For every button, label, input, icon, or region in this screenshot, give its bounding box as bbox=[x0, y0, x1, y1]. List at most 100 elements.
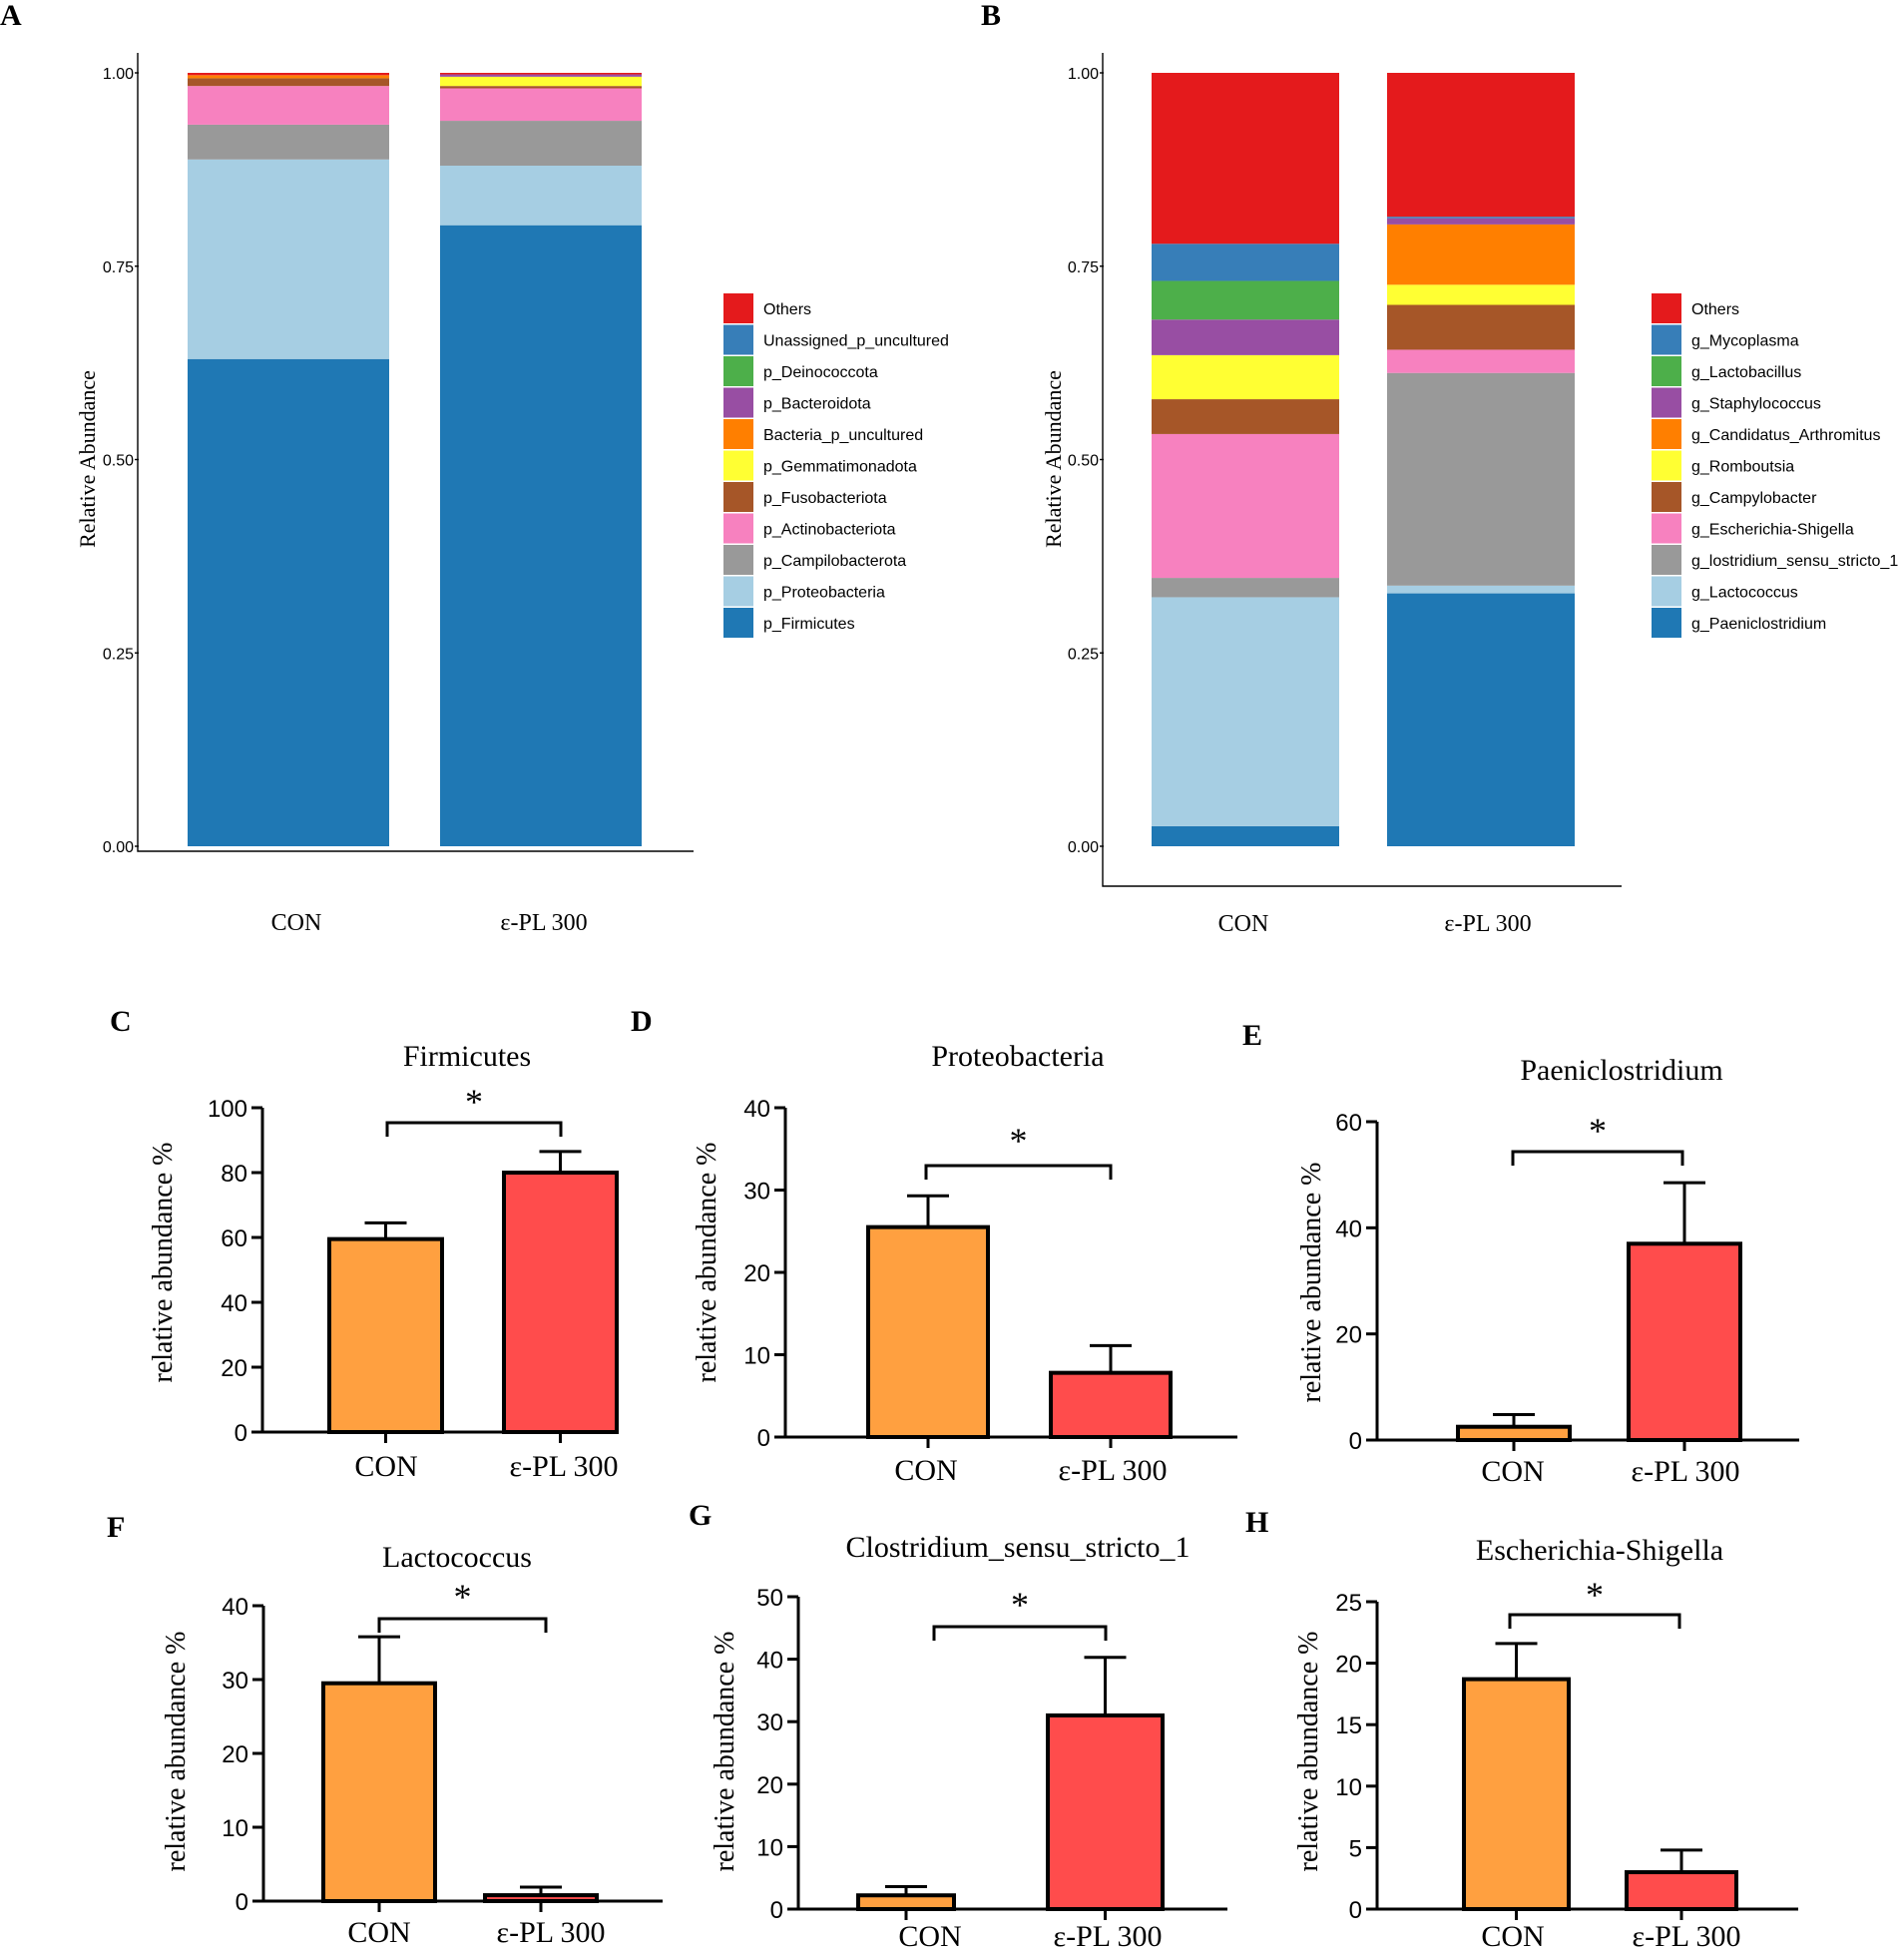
y-axis-label: relative abundance % bbox=[1296, 1163, 1327, 1403]
legend-label: g_Staphylococcus bbox=[1691, 396, 1821, 413]
axis-frame bbox=[1102, 53, 1622, 887]
y-axis-label: Relative Abundance bbox=[75, 370, 100, 548]
panel-letter: F bbox=[107, 1511, 125, 1544]
legend-swatch bbox=[723, 419, 753, 449]
significance-bracket bbox=[385, 1121, 563, 1137]
bar-segment bbox=[440, 88, 642, 122]
y-axis-label: relative abundance % bbox=[692, 1143, 722, 1383]
legend-swatch bbox=[723, 450, 753, 481]
y-tick-label: 15 bbox=[1335, 1712, 1362, 1739]
significance-bracket bbox=[1508, 1613, 1681, 1629]
significance-star: * bbox=[1586, 1575, 1604, 1615]
legend-swatch bbox=[1652, 324, 1681, 355]
bar-segment bbox=[1387, 304, 1575, 350]
y-tick-label: 10 bbox=[743, 1343, 770, 1370]
panel-h: H Escherichia-Shigella 0 5 10 15 20 25 relative … bbox=[1245, 1506, 1798, 1952]
legend-label: p_Actinobacteriota bbox=[763, 522, 896, 539]
y-tick-label: 40 bbox=[1335, 1216, 1362, 1242]
bar bbox=[1049, 1370, 1173, 1440]
y-tick-label: 20 bbox=[756, 1772, 783, 1799]
legend-swatch bbox=[723, 608, 753, 638]
panel-letter: C bbox=[110, 1005, 132, 1038]
x-category-label: CON bbox=[354, 1450, 417, 1483]
bar bbox=[1456, 1424, 1572, 1443]
bar-segment bbox=[440, 166, 642, 226]
bar-segment bbox=[1387, 372, 1575, 586]
legend-swatch bbox=[1652, 576, 1681, 607]
bar-segment bbox=[1387, 224, 1575, 285]
legend-swatch bbox=[1652, 419, 1681, 449]
y-tick-label: 100 bbox=[208, 1096, 247, 1123]
legend-label: p_Campilobacterota bbox=[763, 553, 906, 570]
panel-g: G Clostridium_sensu_stricto_1 0 10 20 30 40 50 r… bbox=[689, 1499, 1227, 1952]
legend-label: g_Escherichia-Shigella bbox=[1691, 522, 1854, 539]
bar-segment bbox=[440, 74, 642, 77]
panel-letter: A bbox=[0, 0, 22, 32]
chart-title: Paeniclostridium bbox=[1520, 1054, 1722, 1087]
legend-label: g_Lactobacillus bbox=[1691, 364, 1801, 381]
y-tick-label: 0 bbox=[1349, 1897, 1362, 1924]
bar-segment bbox=[1387, 585, 1575, 594]
legend-label: p_Firmicutes bbox=[763, 616, 855, 633]
y-tick-label: 0.75 bbox=[103, 259, 134, 276]
legend-swatch bbox=[1652, 545, 1681, 575]
y-axis-label: relative abundance % bbox=[148, 1143, 179, 1383]
y-tick-label: 10 bbox=[222, 1815, 248, 1842]
bar-segment bbox=[1152, 399, 1339, 434]
legend-label: Others bbox=[1691, 301, 1739, 318]
legend-label: g_Campylobacter bbox=[1691, 490, 1817, 507]
bar-segment bbox=[1152, 825, 1339, 846]
bar-segment bbox=[440, 76, 642, 87]
y-tick-label: 20 bbox=[222, 1741, 248, 1768]
y-tick-label: 30 bbox=[222, 1668, 248, 1695]
legend-swatch bbox=[1652, 482, 1681, 512]
y-tick-label: 0.25 bbox=[1068, 646, 1099, 663]
legend-label: p_Gemmatimonadota bbox=[763, 459, 917, 476]
significance-star: * bbox=[454, 1577, 472, 1617]
bar bbox=[866, 1224, 990, 1439]
panel-d: D Proteobacteria 0 10 20 30 40 relative abundan… bbox=[631, 1005, 1237, 1487]
panel-letter: G bbox=[689, 1499, 712, 1532]
y-tick-label: 5 bbox=[1349, 1835, 1362, 1862]
y-tick-label: 20 bbox=[743, 1260, 770, 1287]
x-category-label: CON bbox=[1218, 911, 1269, 937]
x-category-label: ε-PL 300 bbox=[497, 1916, 606, 1949]
legend-label: p_Proteobacteria bbox=[763, 585, 885, 602]
y-tick-label: 1.00 bbox=[103, 66, 134, 83]
y-tick-label: 0 bbox=[236, 1889, 248, 1916]
y-tick-label: 20 bbox=[221, 1355, 247, 1382]
bar-segment bbox=[1387, 73, 1575, 218]
legend-label: g_Lactococcus bbox=[1691, 585, 1798, 602]
bar-segment bbox=[1387, 593, 1575, 846]
bar bbox=[856, 1893, 956, 1912]
legend-swatch bbox=[1652, 608, 1681, 638]
y-tick-label: 40 bbox=[221, 1290, 247, 1317]
panel-letter: H bbox=[1245, 1506, 1268, 1539]
bar-segment bbox=[188, 75, 389, 79]
legend-swatch bbox=[723, 324, 753, 355]
legend-swatch bbox=[1652, 450, 1681, 481]
bar bbox=[1625, 1870, 1738, 1912]
y-axis-label: relative abundance % bbox=[710, 1632, 740, 1872]
y-tick-label: 0.25 bbox=[103, 646, 134, 663]
bar-segment bbox=[440, 225, 642, 847]
bar-segment bbox=[1152, 244, 1339, 281]
axis-frame bbox=[1375, 1602, 1798, 1911]
chart-title: Firmicutes bbox=[403, 1040, 531, 1073]
y-tick-label: 0 bbox=[770, 1897, 783, 1924]
x-category-label: ε-PL 300 bbox=[1444, 911, 1531, 937]
bar bbox=[483, 1893, 599, 1903]
significance-star: * bbox=[465, 1082, 483, 1122]
panel-letter: D bbox=[631, 1005, 653, 1038]
bar-segment bbox=[188, 73, 389, 76]
panel-b: B 0.00 0.25 0.50 0.75 1.00 Relative Abundance C… bbox=[981, 0, 1898, 937]
bar-segment bbox=[1152, 280, 1339, 320]
axis-frame bbox=[137, 53, 694, 852]
bar-segment bbox=[188, 124, 389, 160]
y-tick-label: 60 bbox=[221, 1225, 247, 1252]
panel-a: A 0.00 0.25 0.50 0.75 1.00 Relative Abundance C… bbox=[0, 0, 949, 936]
x-category-label: CON bbox=[347, 1916, 410, 1949]
y-tick-label: 10 bbox=[1335, 1774, 1362, 1801]
bar-segment bbox=[1387, 218, 1575, 225]
